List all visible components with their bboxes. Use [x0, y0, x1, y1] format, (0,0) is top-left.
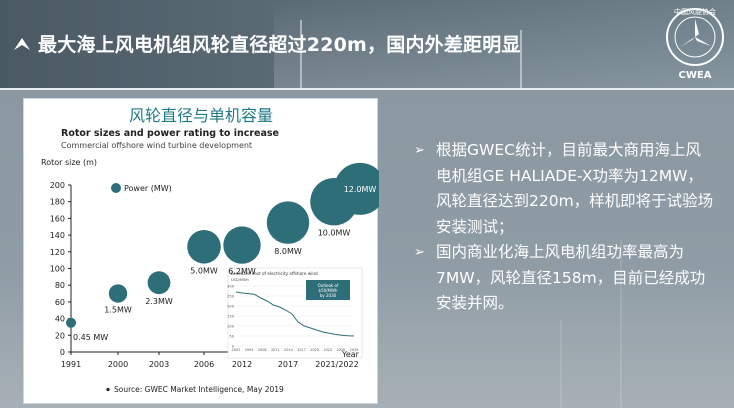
bullet-text: 国内商业化海上风电机组功率最高为7MW，风轮直径158m，目前已经成功安装并网。 — [436, 243, 706, 312]
chart-source: Source: GWEC Market Intelligence, May 20… — [114, 385, 284, 394]
inset-callout-box — [306, 280, 350, 300]
bubble-data-label: 12.0MW — [344, 185, 377, 194]
y-tick-label: 160 — [50, 214, 65, 223]
bubble-group: 0.45 MW 1.5MW 2.3MW 5.0MW 6.2MW 8.0MW 10.0MW 12… — [65, 162, 379, 342]
inset-callout-text: Outlook of — [318, 283, 339, 288]
bullet-item: ➢ 国内商业化海上风电机组功率最高为7MW，风轮直径158m，目前已经成功安装并… — [414, 240, 714, 317]
bubble-mark — [223, 226, 261, 264]
inset-x-tick-label: 2014 — [284, 348, 293, 352]
inset-callout-text: $50/MWh — [319, 288, 338, 293]
inset-chart: Levelized cost of electricity offshore w… — [227, 267, 363, 359]
inset-x-tick-label: 2011 — [271, 348, 280, 352]
bubble-data-label: 10.0MW — [318, 228, 351, 237]
bubble-data-label: 0.45 MW — [73, 333, 108, 342]
bubble-data-label: 2.3MW — [145, 297, 173, 306]
bubble-data-label: 1.5MW — [104, 306, 132, 315]
inset-x-tick-label: 2029 — [350, 348, 359, 352]
chart-panel: 风轮直径与单机容量 Rotor sizes and power rating t… — [23, 98, 379, 404]
header-sky — [274, 0, 734, 88]
inset-y-tick-label: 250 — [227, 294, 235, 298]
chart-en-title: Rotor sizes and power rating to increase — [61, 128, 279, 139]
inset-x-tick-label: 2026 — [337, 348, 346, 352]
bubble-mark — [266, 201, 310, 244]
title-row: 最大海上风电机组风轮直径超过220m，国内外差距明显 — [12, 30, 521, 57]
bullet-item: ➢ 根据GWEC统计，目前最大商用海上风电机组GE HALIADE-X功率为12… — [414, 138, 714, 240]
x-tick-label: 2006 — [194, 360, 214, 369]
x-axis-label: Year — [341, 350, 360, 359]
inset-x-tick-label: 2020 — [310, 348, 319, 352]
logo-text: CWEA — [679, 70, 712, 81]
page-title: 最大海上风电机组风轮直径超过220m，国内外差距明显 — [38, 34, 521, 56]
y-tick-label: 120 — [50, 248, 65, 257]
y-tick-label: 100 — [50, 265, 65, 274]
inset-y-tick-label: 100 — [227, 324, 235, 328]
x-tick-label: 1991 — [61, 360, 81, 369]
chart-en-subtitle: Commercial offshore wind turbine develop… — [61, 141, 252, 150]
header-banner: 最大海上风电机组风轮直径超过220m，国内外差距明显 中国风能协会 CWEA — [0, 0, 734, 88]
inset-y-tick-label: 150 — [227, 314, 235, 318]
inset-y-tick-label: 200 — [227, 304, 235, 308]
inset-ylabel: USD/MWh — [231, 278, 249, 282]
inset-x-tick-label: 2008 — [258, 348, 267, 352]
inset-y-tick-label: 0 — [232, 344, 235, 348]
bubble-data-label: 5.0MW — [190, 267, 218, 276]
bubble-mark — [187, 230, 221, 264]
bg-turbine-tower — [520, 30, 522, 88]
x-tick-label: 2021/2022 — [315, 360, 358, 369]
inset-y-tick-label: 50 — [229, 334, 234, 338]
x-tick-label: 2012 — [232, 360, 252, 369]
bg-turbine-tower — [560, 320, 562, 408]
x-tick-label: 2017 — [278, 360, 298, 369]
x-tick-label: 2000 — [108, 360, 128, 369]
inset-x-tick-label: 2017 — [297, 348, 306, 352]
inset-y-tick-label: 300 — [227, 284, 235, 288]
legend-label: Power (MW) — [124, 184, 172, 193]
title-arrow-icon — [14, 37, 30, 50]
header-divider — [0, 88, 734, 90]
y-tick-label: 40 — [55, 315, 65, 324]
y-tick-label: 0 — [60, 348, 65, 357]
y-tick-label: 20 — [55, 331, 65, 340]
bubble-mark — [147, 271, 171, 295]
legend-swatch — [111, 183, 121, 193]
chart-cn-title: 风轮直径与单机容量 — [129, 106, 273, 125]
bullet-arrow-icon: ➢ — [414, 143, 425, 158]
bubble-mark — [108, 284, 128, 303]
x-tick-label: 2003 — [149, 360, 169, 369]
inset-line — [235, 291, 355, 337]
rotor-chart: 风轮直径与单机容量 Rotor sizes and power rating t… — [41, 106, 379, 394]
source-bullet-dot — [106, 387, 110, 392]
inset-callout-text: by 2030 — [320, 293, 337, 298]
bullet-text: 根据GWEC统计，目前最大商用海上风电机组GE HALIADE-X功率为12MW… — [436, 141, 714, 236]
bg-turbine-tower — [620, 240, 622, 408]
bubble-mark — [334, 162, 379, 215]
inset-title: Levelized cost of electricity offshore w… — [231, 271, 318, 276]
y-tick-label: 60 — [55, 298, 65, 307]
bubble-data-label: 8.0MW — [274, 247, 302, 256]
bubble-data-label: 6.2MW — [228, 267, 256, 276]
bullet-list: ➢ 根据GWEC统计，目前最大商用海上风电机组GE HALIADE-X功率为12… — [414, 138, 714, 317]
cwea-logo-icon: 中国风能协会 CWEA — [666, 7, 724, 81]
bubble-mark — [65, 317, 77, 328]
y-tick-label: 180 — [50, 198, 65, 207]
y-tick-label: 200 — [50, 181, 65, 190]
inset-x-tick-label: 2005 — [245, 348, 254, 352]
bg-turbine-tower — [300, 20, 302, 88]
y-axis-label: Rotor size (m) — [41, 158, 97, 167]
y-tick-label: 140 — [50, 231, 65, 240]
inset-x-tick-label: 2023 — [323, 348, 332, 352]
inset-x-tick-label: 2002 — [232, 348, 241, 352]
bullet-arrow-icon: ➢ — [414, 245, 425, 260]
y-tick-label: 80 — [55, 281, 65, 290]
logo-ring-text: 中国风能协会 — [674, 7, 716, 16]
